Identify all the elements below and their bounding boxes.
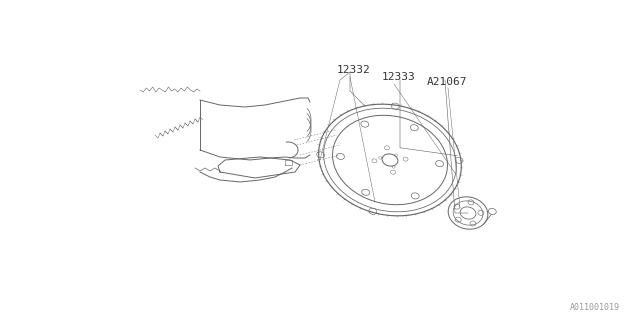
Text: A011001019: A011001019 bbox=[570, 303, 620, 312]
Text: 12332: 12332 bbox=[337, 65, 371, 75]
Text: 12333: 12333 bbox=[382, 72, 416, 82]
Text: A21067: A21067 bbox=[427, 77, 467, 87]
